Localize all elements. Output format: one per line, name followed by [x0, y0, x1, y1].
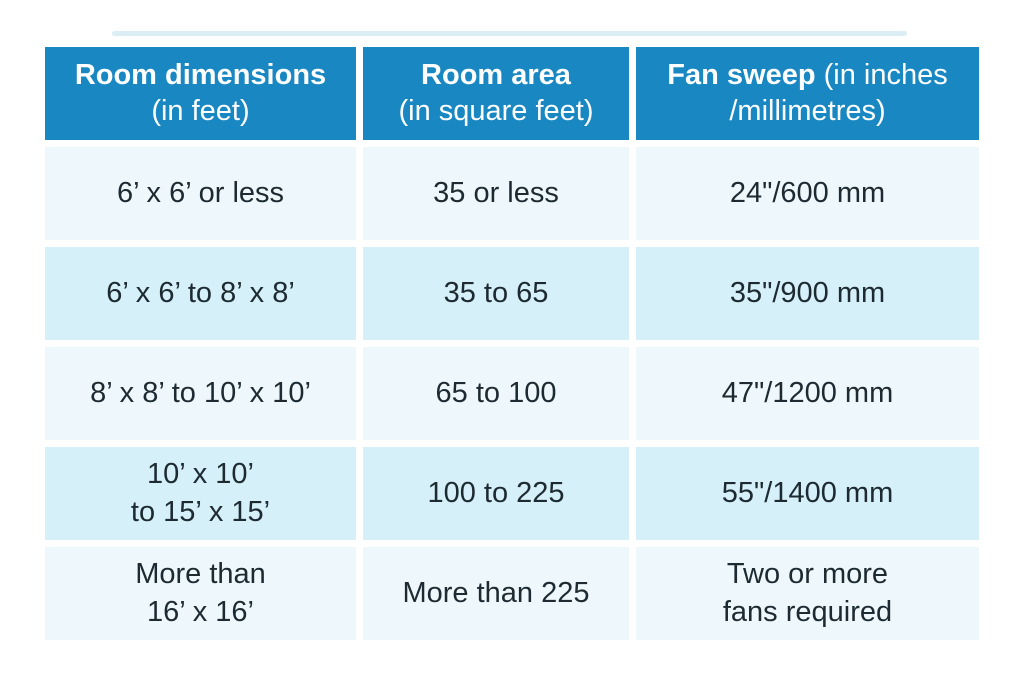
cell-line: 24"/600 mm	[729, 176, 886, 209]
table-row: 8’ x 8’ to 10’ x 10’ 65 to 100 47"/1200 mm	[45, 347, 979, 440]
cell-line: 55"/1400 mm	[721, 476, 894, 509]
table-cell: Two or more fans required	[636, 547, 979, 640]
table-cell: 8’ x 8’ to 10’ x 10’	[45, 347, 356, 440]
table-cell: More than 16’ x 16’	[45, 547, 356, 640]
table-cell: 65 to 100	[363, 347, 629, 440]
header-subtext: /millimetres)	[729, 94, 886, 127]
table-cell: 55"/1400 mm	[636, 447, 979, 540]
cell-line: 35 or less	[433, 176, 559, 209]
cell-line: 8’ x 8’ to 10’ x 10’	[90, 376, 311, 409]
table-cell: 35 or less	[363, 147, 629, 240]
cell-line: 35"/900 mm	[729, 276, 886, 309]
cell-line: 6’ x 6’ to 8’ x 8’	[106, 276, 295, 309]
decorative-line	[112, 31, 907, 36]
cell-line: 16’ x 16’	[147, 595, 254, 628]
table-cell: More than 225	[363, 547, 629, 640]
table-row: 6’ x 6’ to 8’ x 8’ 35 to 65 35"/900 mm	[45, 247, 979, 340]
header-room-dimensions: Room dimensions (in feet)	[45, 47, 356, 140]
table-row: 10’ x 10’ to 15’ x 15’ 100 to 225 55"/1400 …	[45, 447, 979, 540]
table-body: 6’ x 6’ or less 35 or less 24"/600 mm 6’ x …	[45, 147, 979, 640]
cell-line: 100 to 225	[427, 476, 565, 509]
table-cell: 35 to 65	[363, 247, 629, 340]
table-cell: 6’ x 6’ or less	[45, 147, 356, 240]
table-cell: 47"/1200 mm	[636, 347, 979, 440]
table-row: 6’ x 6’ or less 35 or less 24"/600 mm	[45, 147, 979, 240]
header-fan-sweep: Fan sweep (in inches/millimetres)	[636, 47, 979, 140]
header-subtext: (in feet)	[151, 94, 250, 127]
header-bold-text: Fan sweep	[667, 59, 816, 92]
cell-line: 35 to 65	[443, 276, 549, 309]
cell-line: to 15’ x 15’	[130, 495, 271, 528]
cell-line: Two or more	[726, 558, 889, 591]
cell-line: More than 225	[402, 576, 590, 609]
header-room-area: Room area (in square feet)	[363, 47, 629, 140]
table-header: Room dimensions (in feet) Room area (in sq…	[45, 47, 979, 140]
table-cell: 100 to 225	[363, 447, 629, 540]
cell-line: 6’ x 6’ or less	[116, 176, 285, 209]
fan-size-table: Room dimensions (in feet) Room area (in sq…	[38, 40, 986, 647]
table-row: More than 16’ x 16’ More than 225 Two or mo…	[45, 547, 979, 640]
cell-line: 65 to 100	[435, 376, 557, 409]
cell-line: fans required	[722, 595, 893, 628]
table-cell: 35"/900 mm	[636, 247, 979, 340]
table-cell: 24"/600 mm	[636, 147, 979, 240]
cell-line: 10’ x 10’	[147, 458, 254, 491]
table-cell: 6’ x 6’ to 8’ x 8’	[45, 247, 356, 340]
header-row: Room dimensions (in feet) Room area (in sq…	[45, 47, 979, 140]
cell-line: 47"/1200 mm	[721, 376, 894, 409]
header-bold-text: Room dimensions	[74, 59, 327, 92]
header-bold-text: Room area	[421, 59, 571, 92]
cell-line: More than	[135, 558, 266, 591]
header-subtext: (in square feet)	[398, 94, 594, 127]
header-rest-text: (in inches	[815, 59, 948, 92]
table-cell: 10’ x 10’ to 15’ x 15’	[45, 447, 356, 540]
